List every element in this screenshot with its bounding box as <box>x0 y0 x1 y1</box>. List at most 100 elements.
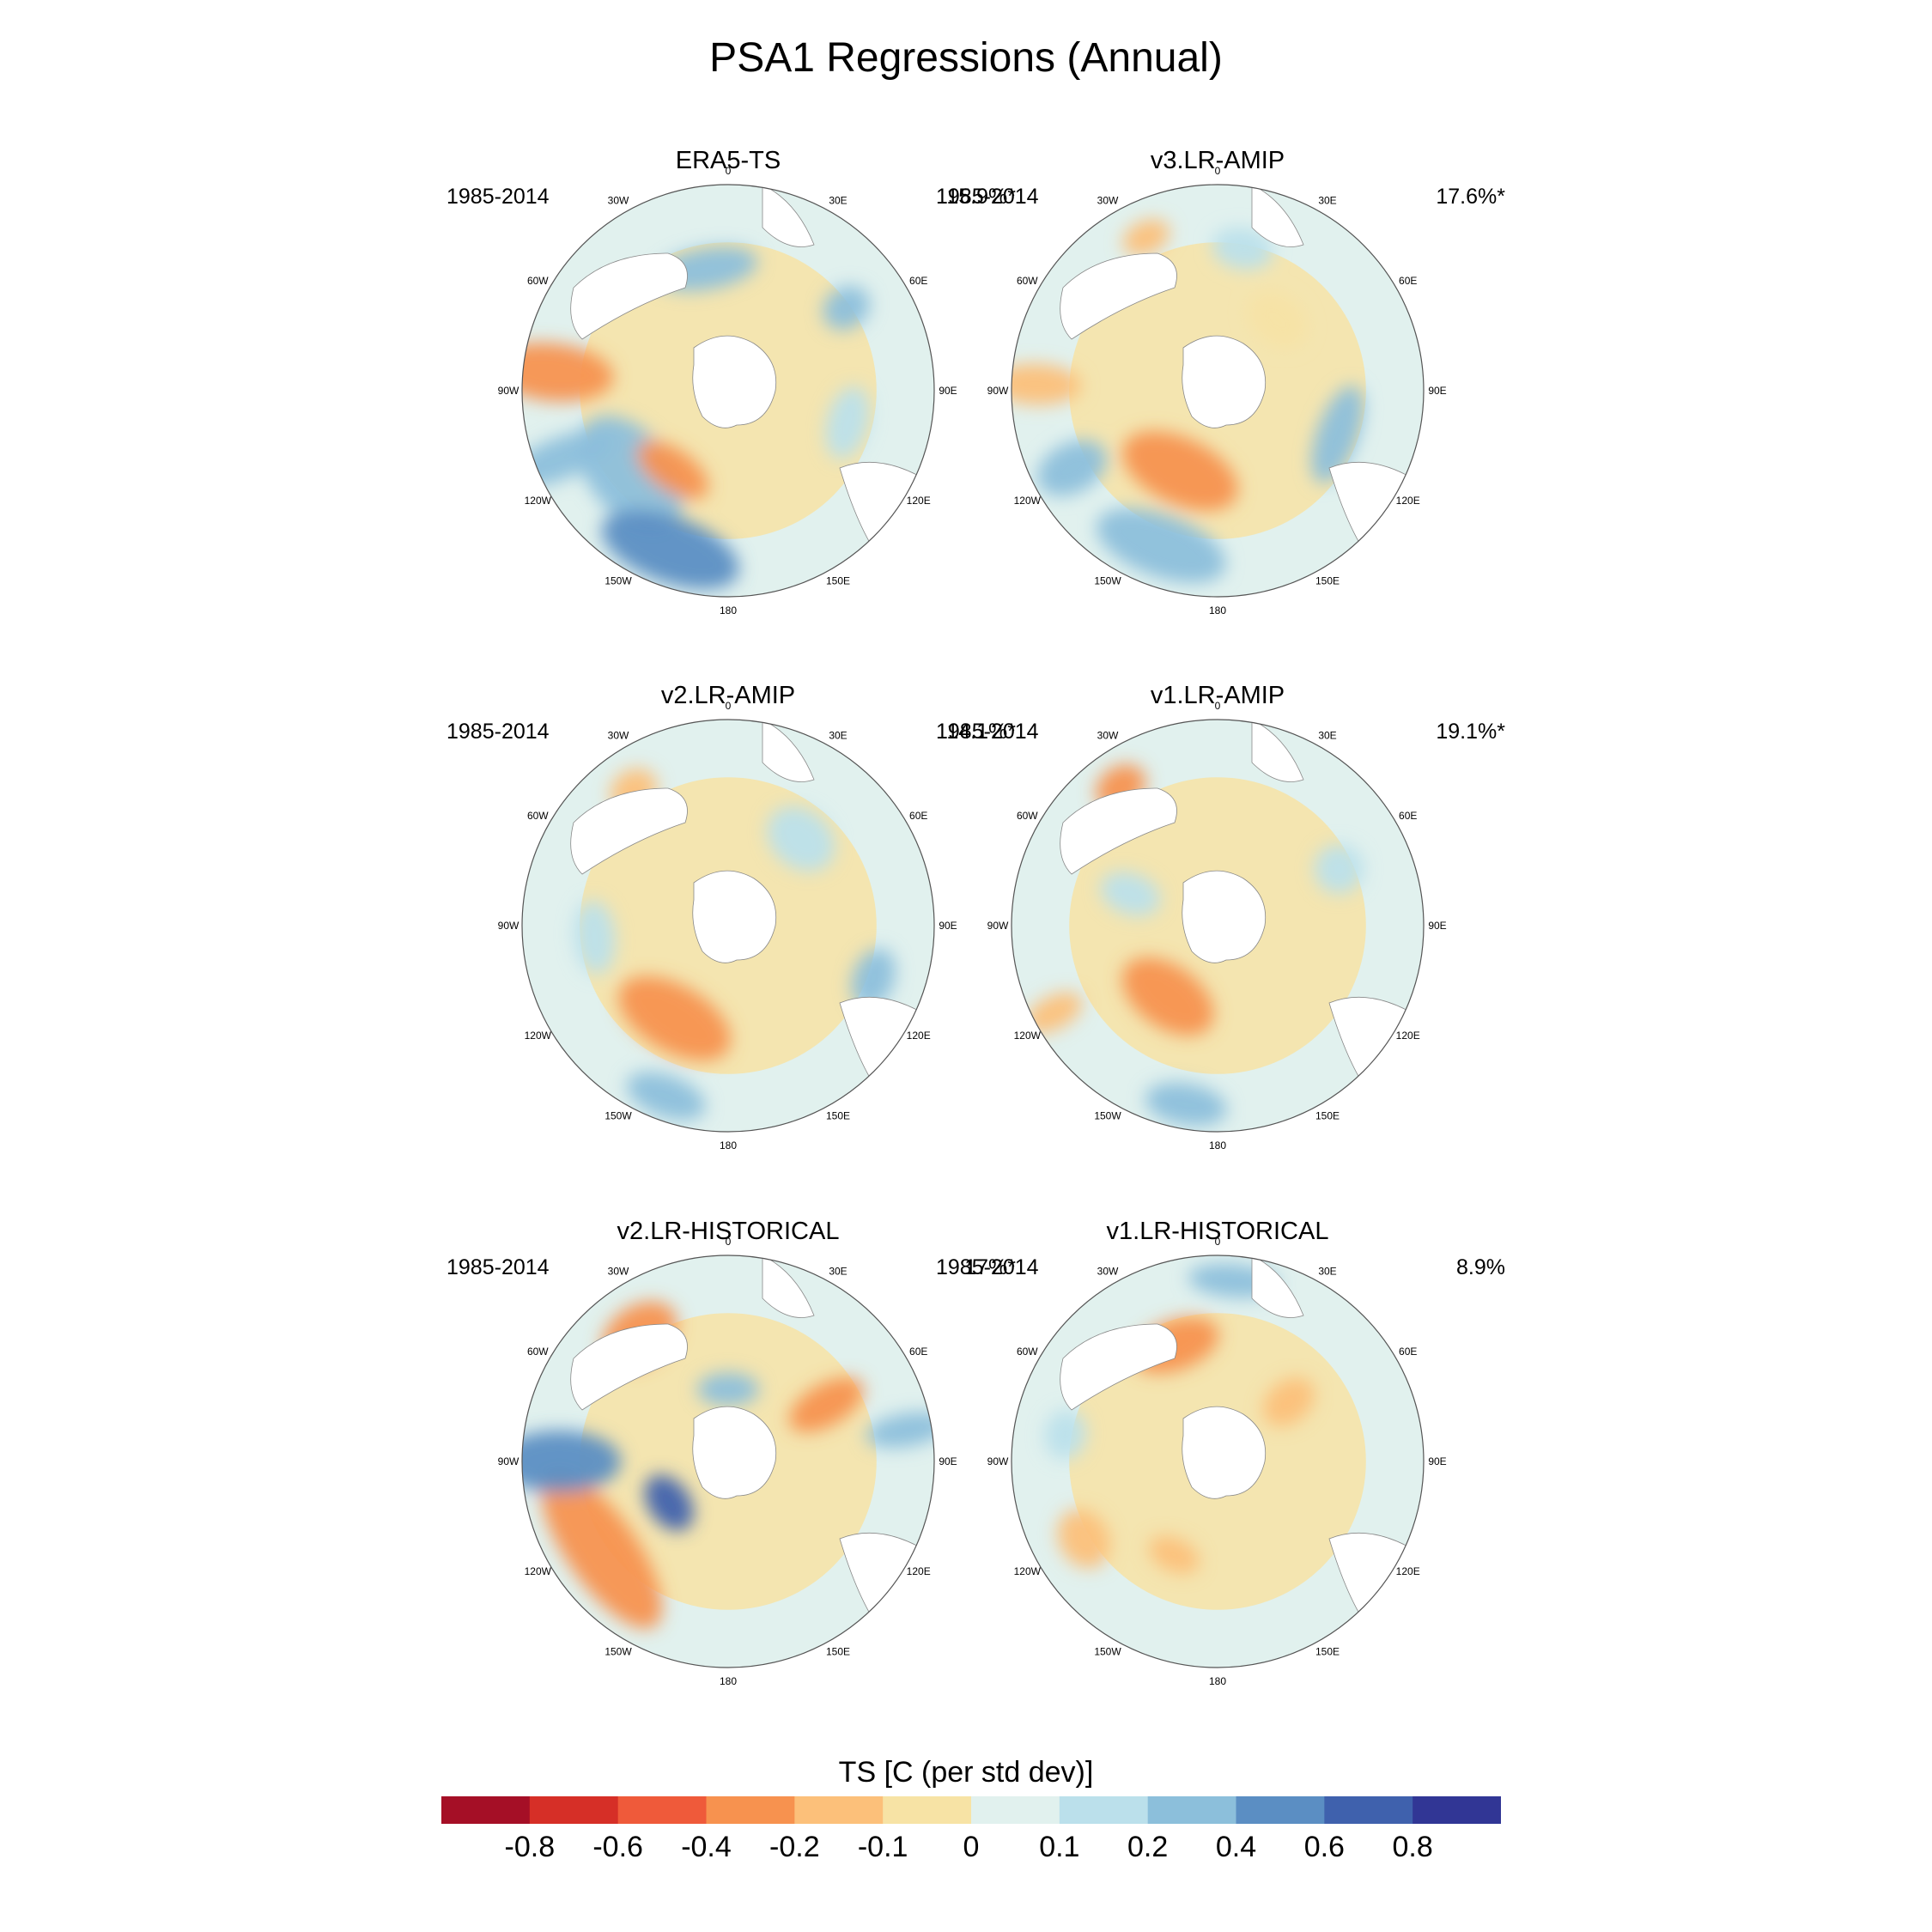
colorbar-bin <box>1324 1796 1413 1824</box>
colorbar <box>441 1796 1501 1824</box>
map-boundary <box>1011 184 1425 598</box>
colorbar-tick-label: -0.4 <box>681 1831 732 1863</box>
panel-variance-pct: 15.9%* <box>946 185 1016 209</box>
landmass <box>570 1323 688 1411</box>
anomaly-region <box>1311 385 1364 483</box>
figure-title: PSA1 Regressions (Annual) <box>709 35 1223 81</box>
lon-label: 150E <box>826 1110 850 1122</box>
lon-label: 150W <box>1094 1646 1121 1658</box>
lon-label: 120E <box>1396 1565 1420 1577</box>
lon-label: 180 <box>1209 1139 1226 1151</box>
lon-label: 180 <box>1209 605 1226 617</box>
anomaly-region <box>823 285 870 331</box>
anomaly-region <box>1212 228 1273 270</box>
anomaly-region <box>1121 957 1214 1036</box>
anomaly-region <box>522 343 614 402</box>
anomaly-region <box>1122 431 1238 511</box>
landmass <box>1060 1323 1177 1411</box>
anomaly-region <box>1247 291 1308 349</box>
anomaly-region <box>626 1072 706 1121</box>
lon-label: 30W <box>1097 194 1119 206</box>
colorbar-tick-label: 0.8 <box>1392 1831 1433 1863</box>
colorbar-tick-label: 0.2 <box>1127 1831 1169 1863</box>
map-panel-v2-amip: 0 30E 60E 90E 120E 150E 180 150W 120W 90W 60W 30W v… <box>447 682 1016 1166</box>
anomaly-region <box>1025 992 1083 1034</box>
landmass <box>1182 335 1267 428</box>
lon-label: 0 <box>726 1236 732 1248</box>
panel-title: v1.LR-HISTORICAL <box>1106 1218 1329 1245</box>
lon-label: 60W <box>527 810 549 822</box>
lon-label: 0 <box>1215 700 1221 712</box>
lon-label: 60E <box>1399 1346 1417 1358</box>
lon-label: 180 <box>720 1675 737 1687</box>
anomaly-region <box>1012 363 1082 405</box>
colorbar-tick-label: -0.1 <box>857 1831 908 1863</box>
lon-label: 60E <box>1399 275 1417 287</box>
colorbar-bin <box>706 1796 795 1824</box>
colorbar-tick-label: -0.2 <box>769 1831 820 1863</box>
lon-label: 150E <box>1315 1110 1340 1122</box>
colorbar-bin <box>617 1796 707 1824</box>
lon-label: 90E <box>939 385 957 397</box>
panel-title: ERA5-TS <box>675 147 781 174</box>
lon-label: 120W <box>1014 1565 1042 1577</box>
lon-label: 90E <box>939 920 957 932</box>
panel-period: 1985-2014 <box>936 1255 1039 1279</box>
anomaly-region <box>1096 508 1226 583</box>
lon-label: 150W <box>605 1110 632 1122</box>
landmass <box>1182 870 1267 963</box>
lon-label: 60W <box>1017 810 1038 822</box>
lon-label: 120W <box>1014 495 1042 507</box>
map-boundary <box>1011 1255 1425 1668</box>
lon-label: 30E <box>1318 194 1336 206</box>
map-panel-v1-historical: 0 30E 60E 90E 120E 150E 180 150W 120W 90W 60W 30W v… <box>936 1218 1505 1702</box>
landmass <box>570 787 688 875</box>
anomaly-region <box>825 386 870 459</box>
polar-map: 0 30E 60E 90E 120E 150E 180 150W 120W 90W 60W 30W <box>987 700 1447 1151</box>
lon-label: 30W <box>608 729 629 741</box>
lon-label: 90E <box>1428 920 1446 932</box>
lon-label: 90E <box>939 1455 957 1467</box>
lon-label: 90W <box>987 1455 1009 1467</box>
landmass <box>692 1406 777 1499</box>
polar-map: 0 30E 60E 90E 120E 150E 180 150W 120W 90W 60W 30W <box>498 165 957 617</box>
lon-label: 120E <box>1396 1030 1420 1042</box>
lon-label: 150E <box>1315 1646 1340 1658</box>
lon-label: 150W <box>1094 575 1121 587</box>
colorbar-bin <box>971 1796 1060 1824</box>
panel-title: v2.LR-AMIP <box>660 682 796 709</box>
landmass <box>1251 1255 1304 1318</box>
lon-label: 150W <box>605 575 632 587</box>
anomaly-region <box>636 440 708 500</box>
panel-period: 1985-2014 <box>447 185 550 209</box>
panel-period: 1985-2014 <box>936 720 1039 744</box>
lon-label: 30W <box>608 194 629 206</box>
lon-label: 60E <box>1399 810 1417 822</box>
lon-label: 120E <box>1396 495 1420 507</box>
panel-period: 1985-2014 <box>936 185 1039 209</box>
panel-title: v1.LR-AMIP <box>1150 682 1285 709</box>
lon-label: 0 <box>1215 165 1221 177</box>
lon-label: 0 <box>726 700 732 712</box>
colorbar-tick-label: 0.1 <box>1039 1831 1080 1863</box>
anomaly-region <box>1262 1377 1315 1426</box>
landmass <box>692 335 777 428</box>
lon-label: 120E <box>907 1030 931 1042</box>
lon-label: 180 <box>1209 1675 1226 1687</box>
anomaly-region <box>574 900 616 975</box>
map-boundary <box>521 719 935 1133</box>
anomaly-region <box>789 1377 864 1432</box>
lon-label: 150E <box>826 575 850 587</box>
anomaly-region <box>1100 872 1161 916</box>
anomaly-region <box>1145 1082 1227 1127</box>
colorbar-bin <box>1413 1796 1501 1824</box>
landmass <box>762 720 815 782</box>
landmass <box>1251 720 1304 782</box>
lon-label: 60E <box>909 810 927 822</box>
panel-period: 1985-2014 <box>447 720 550 744</box>
lon-label: 30E <box>1318 1265 1336 1277</box>
anomaly-region <box>1057 1509 1110 1569</box>
anomaly-region <box>697 1372 759 1406</box>
panel-title: v3.LR-AMIP <box>1150 147 1285 174</box>
lon-label: 30E <box>1318 729 1336 741</box>
